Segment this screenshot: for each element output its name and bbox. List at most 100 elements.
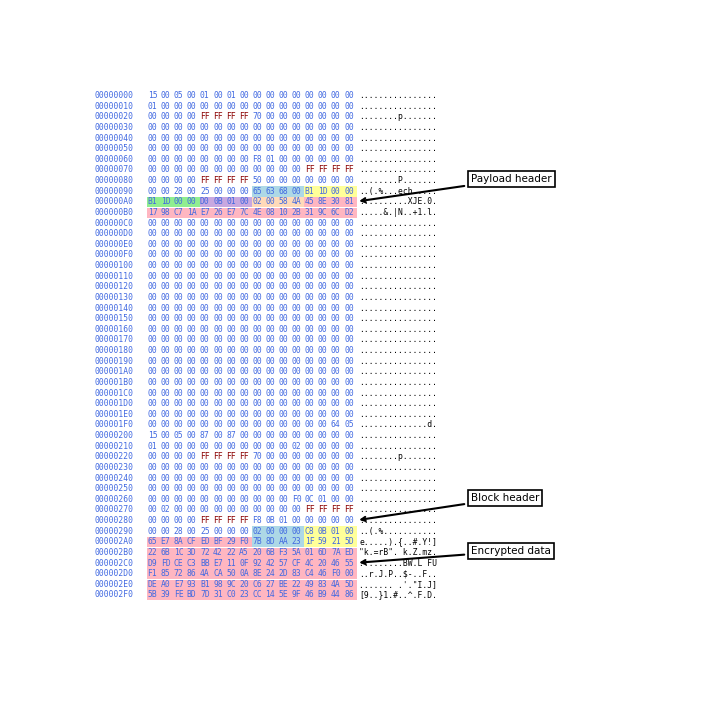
Bar bbox=[304, 197, 317, 207]
Text: 00: 00 bbox=[279, 356, 288, 366]
Text: 00: 00 bbox=[226, 314, 236, 323]
Text: 00: 00 bbox=[200, 282, 210, 292]
Text: 00: 00 bbox=[226, 367, 236, 377]
Text: 00: 00 bbox=[253, 304, 262, 312]
Text: 00: 00 bbox=[279, 389, 288, 397]
Text: 28: 28 bbox=[174, 186, 183, 196]
Text: F0: F0 bbox=[240, 537, 249, 546]
Text: 00: 00 bbox=[266, 452, 275, 462]
Text: 00: 00 bbox=[174, 378, 183, 387]
Text: 00: 00 bbox=[161, 240, 170, 249]
Text: ................: ................ bbox=[360, 155, 438, 163]
Text: ................: ................ bbox=[360, 271, 438, 281]
Text: 00: 00 bbox=[240, 410, 249, 419]
Text: 00: 00 bbox=[161, 123, 170, 132]
Bar bbox=[147, 580, 160, 590]
Text: 00: 00 bbox=[318, 229, 328, 238]
Text: 00000060: 00000060 bbox=[94, 155, 133, 163]
Text: 00: 00 bbox=[292, 452, 301, 462]
Text: 00: 00 bbox=[279, 123, 288, 132]
Text: 00: 00 bbox=[148, 420, 157, 429]
Bar bbox=[226, 580, 239, 590]
Bar bbox=[186, 569, 199, 579]
Text: 00: 00 bbox=[240, 251, 249, 259]
Text: 70: 70 bbox=[253, 452, 262, 462]
Text: 00: 00 bbox=[279, 229, 288, 238]
Text: 83: 83 bbox=[318, 580, 328, 589]
Text: 00: 00 bbox=[226, 441, 236, 451]
Bar bbox=[317, 186, 331, 197]
Text: ................: ................ bbox=[360, 399, 438, 408]
Bar bbox=[304, 207, 317, 218]
Text: F3: F3 bbox=[279, 548, 288, 557]
Text: 00: 00 bbox=[292, 229, 301, 238]
Text: 00: 00 bbox=[266, 133, 275, 143]
Text: 6B: 6B bbox=[161, 548, 170, 557]
Text: FF: FF bbox=[305, 505, 314, 514]
Text: 00: 00 bbox=[279, 431, 288, 440]
Bar bbox=[265, 186, 278, 197]
Text: ................: ................ bbox=[360, 431, 438, 440]
Bar bbox=[252, 580, 265, 590]
Text: 00: 00 bbox=[161, 102, 170, 111]
Text: 00: 00 bbox=[292, 463, 301, 472]
Text: 00: 00 bbox=[331, 441, 341, 451]
Text: 63: 63 bbox=[266, 186, 275, 196]
Text: 00: 00 bbox=[266, 293, 275, 302]
Text: 00: 00 bbox=[226, 261, 236, 270]
Text: 00: 00 bbox=[318, 356, 328, 366]
Text: 00: 00 bbox=[200, 166, 210, 174]
Text: 00: 00 bbox=[200, 304, 210, 312]
Text: 00: 00 bbox=[187, 505, 197, 514]
Bar bbox=[160, 207, 173, 218]
Text: 00: 00 bbox=[213, 251, 223, 259]
Text: 00: 00 bbox=[200, 505, 210, 514]
Text: 00: 00 bbox=[213, 463, 223, 472]
Text: 000001F0: 000001F0 bbox=[94, 420, 133, 429]
Bar bbox=[160, 537, 173, 547]
Text: 00: 00 bbox=[331, 304, 341, 312]
Text: 00: 00 bbox=[344, 133, 354, 143]
Text: 00: 00 bbox=[213, 304, 223, 312]
Text: 00: 00 bbox=[200, 219, 210, 228]
Text: FF: FF bbox=[226, 516, 236, 525]
Text: 00: 00 bbox=[200, 251, 210, 259]
Text: 00: 00 bbox=[253, 399, 262, 408]
Bar bbox=[173, 197, 186, 207]
Text: 00: 00 bbox=[279, 378, 288, 387]
Text: 00: 00 bbox=[213, 123, 223, 132]
Text: 05: 05 bbox=[344, 420, 354, 429]
Text: ................: ................ bbox=[360, 240, 438, 249]
Text: FF: FF bbox=[226, 176, 236, 185]
Text: 29: 29 bbox=[226, 537, 236, 546]
Text: ................: ................ bbox=[360, 389, 438, 397]
Text: 00: 00 bbox=[240, 91, 249, 100]
Text: 00: 00 bbox=[344, 410, 354, 419]
Text: 17: 17 bbox=[148, 208, 157, 217]
Text: FD: FD bbox=[161, 559, 170, 567]
Text: 00: 00 bbox=[331, 463, 341, 472]
Text: 83: 83 bbox=[292, 570, 301, 578]
Text: 00: 00 bbox=[187, 410, 197, 419]
Text: 00: 00 bbox=[226, 399, 236, 408]
Text: 00: 00 bbox=[292, 166, 301, 174]
Bar bbox=[213, 558, 226, 569]
Text: 05: 05 bbox=[174, 431, 183, 440]
Text: 00: 00 bbox=[213, 431, 223, 440]
Text: 00: 00 bbox=[148, 389, 157, 397]
Text: 01: 01 bbox=[266, 155, 275, 163]
Text: 00: 00 bbox=[174, 229, 183, 238]
Text: 00: 00 bbox=[266, 282, 275, 292]
Text: 00: 00 bbox=[148, 240, 157, 249]
Text: 00: 00 bbox=[240, 474, 249, 482]
Text: 00: 00 bbox=[240, 102, 249, 111]
Bar bbox=[344, 590, 357, 600]
Text: 00: 00 bbox=[174, 463, 183, 472]
Text: 00: 00 bbox=[292, 219, 301, 228]
Text: 00: 00 bbox=[279, 155, 288, 163]
Text: 00: 00 bbox=[305, 144, 314, 153]
Text: C4: C4 bbox=[305, 570, 314, 578]
Text: 1C: 1C bbox=[174, 548, 183, 557]
Text: 65: 65 bbox=[253, 186, 262, 196]
Text: 00: 00 bbox=[161, 441, 170, 451]
